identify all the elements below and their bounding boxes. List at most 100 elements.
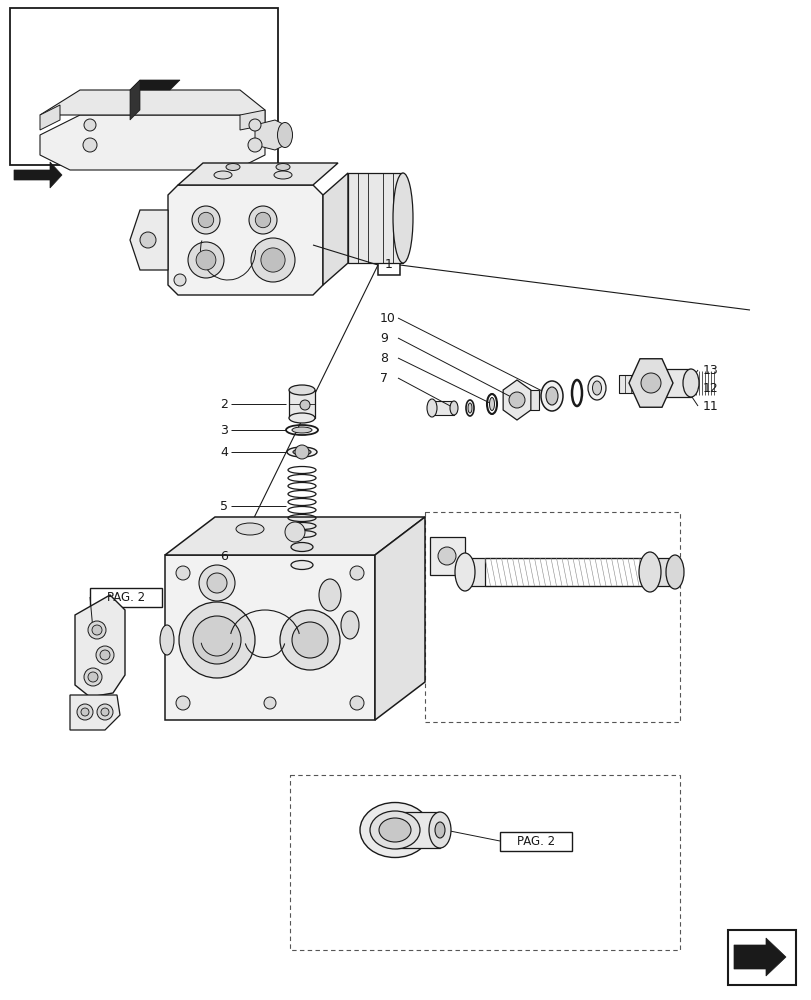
Bar	[500, 832, 571, 851]
Ellipse shape	[160, 625, 174, 655]
Ellipse shape	[292, 427, 311, 433]
Circle shape	[83, 138, 97, 152]
Text: 4: 4	[220, 446, 228, 458]
Circle shape	[249, 119, 260, 131]
Circle shape	[350, 566, 363, 580]
Circle shape	[196, 250, 216, 270]
Ellipse shape	[290, 560, 312, 570]
Polygon shape	[289, 390, 315, 418]
Text: 1: 1	[384, 258, 393, 271]
Polygon shape	[629, 359, 672, 407]
Ellipse shape	[225, 164, 240, 171]
Polygon shape	[130, 80, 180, 90]
Ellipse shape	[359, 802, 430, 857]
Ellipse shape	[435, 822, 444, 838]
Ellipse shape	[540, 381, 562, 411]
Bar	[10, 8, 277, 165]
Ellipse shape	[428, 812, 450, 848]
Ellipse shape	[214, 171, 232, 179]
Polygon shape	[650, 369, 690, 397]
Circle shape	[188, 242, 224, 278]
Ellipse shape	[427, 399, 436, 417]
Circle shape	[178, 602, 255, 678]
Circle shape	[350, 696, 363, 710]
Polygon shape	[130, 80, 139, 120]
Circle shape	[176, 696, 190, 710]
Circle shape	[292, 622, 328, 658]
Ellipse shape	[277, 123, 292, 148]
Circle shape	[176, 566, 190, 580]
Ellipse shape	[665, 555, 683, 589]
Circle shape	[139, 232, 156, 248]
Bar	[424, 512, 679, 722]
Polygon shape	[503, 380, 530, 420]
Ellipse shape	[379, 818, 410, 842]
Polygon shape	[40, 90, 264, 130]
Circle shape	[255, 212, 270, 228]
Polygon shape	[70, 695, 120, 730]
Circle shape	[77, 704, 93, 720]
Bar	[378, 255, 400, 275]
Circle shape	[207, 573, 227, 593]
Circle shape	[508, 392, 525, 408]
Ellipse shape	[467, 403, 471, 413]
Circle shape	[251, 238, 294, 282]
Bar	[727, 930, 795, 985]
Text: 6: 6	[220, 550, 228, 562]
Polygon shape	[178, 163, 337, 185]
Circle shape	[84, 668, 102, 686]
Polygon shape	[40, 115, 264, 170]
Text: 11: 11	[702, 399, 718, 412]
Text: 10: 10	[380, 312, 396, 324]
Polygon shape	[323, 173, 348, 285]
Ellipse shape	[592, 381, 601, 395]
Circle shape	[437, 547, 456, 565]
Ellipse shape	[289, 413, 315, 423]
Ellipse shape	[319, 579, 341, 611]
Ellipse shape	[290, 542, 312, 552]
Bar	[290, 775, 679, 950]
Circle shape	[81, 708, 89, 716]
Circle shape	[260, 248, 285, 272]
Polygon shape	[348, 173, 402, 263]
Circle shape	[299, 400, 310, 410]
Circle shape	[92, 625, 102, 635]
Ellipse shape	[289, 385, 315, 395]
Text: 7: 7	[380, 371, 388, 384]
Circle shape	[280, 610, 340, 670]
Circle shape	[88, 672, 98, 682]
Text: 13: 13	[702, 363, 718, 376]
Ellipse shape	[341, 611, 358, 639]
Polygon shape	[618, 375, 648, 393]
Circle shape	[264, 697, 276, 709]
Circle shape	[191, 206, 220, 234]
Ellipse shape	[370, 811, 419, 849]
Ellipse shape	[393, 173, 413, 263]
Bar	[130, 90, 169, 125]
Circle shape	[247, 138, 262, 152]
Text: 3: 3	[220, 424, 228, 436]
Text: 12: 12	[702, 381, 718, 394]
Circle shape	[294, 445, 309, 459]
Text: 9: 9	[380, 332, 388, 344]
Circle shape	[101, 708, 109, 716]
Ellipse shape	[682, 369, 698, 397]
Circle shape	[249, 206, 277, 234]
Circle shape	[640, 373, 660, 393]
Circle shape	[88, 621, 106, 639]
Polygon shape	[240, 110, 264, 130]
Polygon shape	[14, 162, 62, 188]
Polygon shape	[465, 558, 484, 586]
Polygon shape	[375, 517, 424, 720]
Polygon shape	[431, 401, 453, 415]
Ellipse shape	[286, 447, 316, 457]
Ellipse shape	[449, 401, 457, 415]
Polygon shape	[75, 595, 125, 697]
Bar	[90, 588, 162, 607]
Polygon shape	[168, 185, 323, 295]
Ellipse shape	[545, 387, 557, 405]
Ellipse shape	[236, 523, 264, 535]
Text: 8: 8	[380, 352, 388, 364]
Polygon shape	[255, 120, 285, 150]
Text: 5: 5	[220, 499, 228, 512]
